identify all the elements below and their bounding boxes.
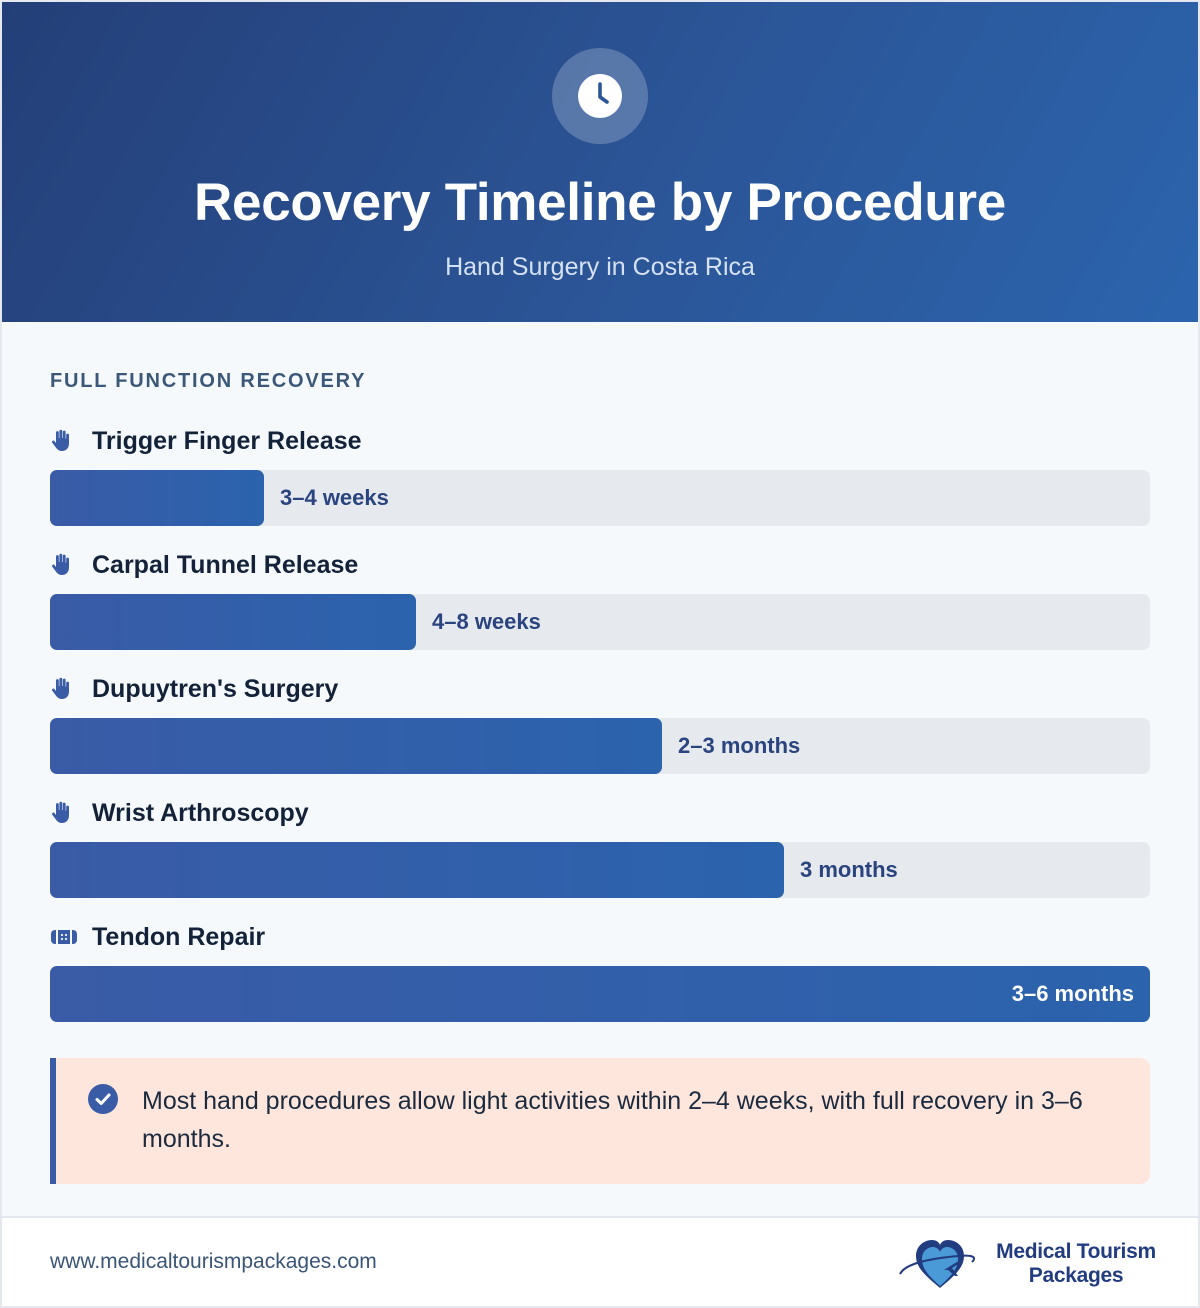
duration-bar-track: 2–3 months [50, 718, 1150, 774]
check-circle-icon [88, 1084, 118, 1114]
duration-bar-track: 3 months [50, 842, 1150, 898]
hand-icon [50, 675, 78, 703]
procedure-row: Trigger Finger Release 3–4 weeks [50, 424, 1150, 526]
procedure-row: Wrist Arthroscopy 3 months [50, 796, 1150, 898]
hand-icon [50, 799, 78, 827]
duration-bar-fill [50, 966, 1150, 1022]
duration-label: 2–3 months [678, 733, 801, 758]
procedure-name: Carpal Tunnel Release [92, 550, 359, 579]
hand-icon [50, 551, 78, 579]
heart-plane-icon [899, 1240, 976, 1288]
duration-bar-track: 3–4 weeks [50, 470, 1150, 526]
brand-name: Medical Tourism Packages [996, 1240, 1156, 1287]
hand-icon [50, 427, 78, 455]
procedure-row: Carpal Tunnel Release 4–8 weeks [50, 548, 1150, 650]
duration-bar-track: 4–8 weeks [50, 594, 1150, 650]
procedure-name: Trigger Finger Release [92, 426, 362, 455]
procedure-name: Dupuytren's Surgery [92, 674, 339, 703]
duration-bar-fill [50, 718, 662, 774]
header-banner: Recovery Timeline by Procedure Hand Surg… [2, 2, 1198, 322]
brand-logo: Medical Tourism Packages [896, 1236, 1156, 1292]
section-label: FULL FUNCTION RECOVERY [50, 370, 367, 392]
website-link[interactable]: www.medicaltourismpackages.com [50, 1250, 377, 1273]
procedure-name: Tendon Repair [92, 922, 266, 951]
clock-icon [578, 74, 622, 118]
duration-bar-track: 3–6 months [50, 966, 1150, 1022]
duration-bar-fill [50, 842, 784, 898]
duration-label: 3 months [800, 857, 898, 882]
page-subtitle: Hand Surgery in Costa Rica [445, 253, 755, 281]
bandage-icon [50, 923, 78, 951]
summary-note: Most hand procedures allow light activit… [50, 1058, 1150, 1184]
duration-label: 3–4 weeks [280, 485, 389, 510]
note-text: Most hand procedures allow light activit… [142, 1087, 1083, 1153]
procedure-name: Wrist Arthroscopy [92, 798, 309, 827]
duration-label: 4–8 weeks [432, 609, 541, 634]
procedure-row: Tendon Repair 3–6 months [50, 920, 1150, 1022]
duration-bar-fill [50, 594, 416, 650]
procedure-row: Dupuytren's Surgery 2–3 months [50, 672, 1150, 774]
duration-bar-fill [50, 470, 264, 526]
page-title: Recovery Timeline by Procedure [194, 173, 1006, 232]
footer: www.medicaltourismpackages.com Medical T… [2, 1216, 1198, 1306]
duration-label: 3–6 months [1011, 981, 1134, 1006]
clock-badge [552, 48, 648, 144]
